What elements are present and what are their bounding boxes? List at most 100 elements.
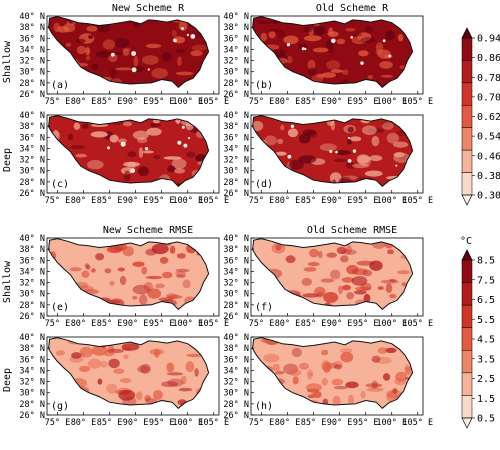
x-tick-label: 95° E (353, 97, 379, 107)
x-tick-label: 85° E (97, 97, 123, 107)
y-tick-label: 28° N (223, 301, 249, 311)
y-tick-label: 38° N (19, 344, 45, 354)
y-tick-label: 36° N (19, 34, 45, 44)
colorbars: 0.94 0.86 0.78 0.70 0.62 0.54 0.46 0.38 0.30 8.5 7… (460, 27, 500, 429)
y-tick-label: 38° N (19, 245, 45, 255)
colorbar-segment (461, 127, 473, 151)
x-tick-label: 75° E (249, 418, 275, 428)
plateau-boundary (48, 16, 210, 88)
x-tick-label: 75° E (249, 196, 275, 206)
x-tick-label: 75° E (249, 319, 275, 329)
y-tick-label: 34° N (19, 144, 45, 154)
y-tick-label: 34° N (223, 267, 249, 277)
x-tick-label: 100° E (376, 319, 407, 329)
colorbar-tick-label: 0.70 (477, 92, 500, 103)
colorbar-segment (461, 395, 473, 419)
y-tick-label: 32° N (223, 378, 249, 388)
y-tick-label: 34° N (19, 45, 45, 55)
colorbar-tick-label: 0.46 (477, 151, 500, 162)
y-tick-label: 30° N (223, 167, 249, 177)
x-tick-label: 95° E (353, 196, 379, 206)
y-tick-label: 28° N (19, 79, 45, 89)
colorbar-segment (461, 327, 473, 351)
x-tick-label: 95° E (353, 319, 379, 329)
y-tick-label: 30° N (223, 68, 249, 78)
x-tick-label: 90° E (327, 97, 353, 107)
y-tick-label: 26° N (19, 189, 45, 199)
y-tick-label: 28° N (19, 400, 45, 410)
panel-label: (a) (51, 80, 69, 91)
y-tick-label: 28° N (19, 178, 45, 188)
panel-label: (c) (51, 179, 69, 190)
x-tick-label: 75° E (45, 418, 71, 428)
colorbar-tick-label: 0.78 (477, 73, 500, 84)
x-tick-label: 105° E (198, 418, 229, 428)
x-tick-label: 90° E (327, 196, 353, 206)
colorbar-tick-label: 0.62 (477, 112, 500, 123)
x-tick-label: 80° E (71, 319, 97, 329)
colorbar-segment (461, 82, 473, 106)
colorbar-tick-label: 0.5 (477, 414, 495, 425)
colorbar-segment (461, 350, 473, 374)
x-tick-label: 95° E (149, 319, 175, 329)
x-tick-label: 100° E (376, 418, 407, 428)
y-tick-label: 30° N (223, 290, 249, 300)
row-label-shallow-bottom: Shallow (2, 260, 13, 303)
colorbar-min-triangle (461, 417, 473, 429)
y-tick-label: 32° N (19, 57, 45, 67)
y-tick-label: 32° N (19, 378, 45, 388)
x-tick-label: 85° E (301, 97, 327, 107)
y-tick-label: 28° N (19, 301, 45, 311)
x-tick-label: 105° E (198, 97, 229, 107)
y-tick-label: 28° N (223, 178, 249, 188)
y-tick-label: 28° N (223, 79, 249, 89)
plateau-boundary (252, 238, 414, 310)
y-tick-label: 26° N (223, 411, 249, 421)
y-tick-label: 26° N (223, 189, 249, 199)
y-tick-label: 38° N (19, 122, 45, 132)
x-tick-label: 75° E (45, 319, 71, 329)
y-tick-label: 34° N (19, 267, 45, 277)
y-tick-label: 40° N (19, 111, 45, 121)
y-tick-label: 40° N (19, 12, 45, 22)
colorbar-tick-label: 0.30 (477, 191, 500, 202)
y-tick-label: 40° N (19, 234, 45, 244)
x-tick-label: 85° E (301, 418, 327, 428)
y-tick-label: 32° N (223, 279, 249, 289)
colorbar-rmse: 8.5 7.5 6.5 5.5 4.5 3.5 2.5 1.5 0.5 °C (460, 236, 495, 429)
x-tick-label: 105° E (198, 319, 229, 329)
x-tick-label: 80° E (275, 418, 301, 428)
panel-label: (h) (255, 401, 273, 412)
colorbar-segment (461, 60, 473, 84)
y-tick-label: 26° N (19, 312, 45, 322)
row-label-deep-top: Deep (2, 148, 13, 172)
colorbar-tick-label: 8.5 (477, 256, 495, 267)
colorbar-tick-label: 0.54 (477, 132, 500, 143)
x-tick-label: 75° E (249, 97, 275, 107)
y-tick-label: 40° N (223, 111, 249, 121)
colorbar-segment (461, 172, 473, 196)
x-tick-label: 85° E (97, 319, 123, 329)
row-label-deep-bottom: Deep (2, 368, 13, 392)
y-tick-label: 34° N (223, 366, 249, 376)
x-tick-label: 90° E (123, 196, 149, 206)
colorbar-segment (461, 105, 473, 128)
colorbar-segment (461, 372, 473, 396)
x-tick-label: 90° E (123, 319, 149, 329)
colorbar-min-triangle (461, 194, 473, 206)
y-tick-label: 32° N (223, 156, 249, 166)
x-tick-label: 95° E (149, 97, 175, 107)
title-new-scheme-r: New Scheme R (112, 3, 185, 14)
colorbar-segment (461, 37, 473, 61)
panel-label: (b) (255, 80, 273, 91)
y-tick-label: 40° N (223, 234, 249, 244)
y-tick-label: 26° N (223, 90, 249, 100)
x-tick-label: 100° E (172, 418, 203, 428)
y-tick-label: 30° N (19, 290, 45, 300)
colorbar-tick-label: 4.5 (477, 335, 495, 346)
field-texture (257, 20, 413, 88)
